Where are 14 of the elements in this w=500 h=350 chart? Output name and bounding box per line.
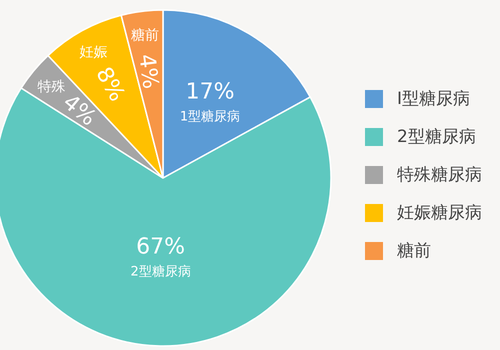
legend-label: I型糖尿病 <box>397 89 470 109</box>
data-label: 67% <box>136 234 186 260</box>
legend-label: 2型糖尿病 <box>397 127 476 147</box>
legend-label: 特殊糖尿病 <box>397 165 482 185</box>
text: 2型糖尿病 <box>130 264 191 280</box>
text: 妊娠 <box>79 44 108 60</box>
legend-label: 妊娠糖尿病 <box>397 203 482 223</box>
data-label: 8% <box>90 63 130 106</box>
text: 特殊 <box>38 78 66 95</box>
data-label: 17% <box>186 79 234 104</box>
data-label: 4% <box>133 52 163 90</box>
text: 1型糖尿病 <box>180 109 240 124</box>
legend-label: 糖前 <box>397 241 431 261</box>
text: 糖前 <box>130 28 159 44</box>
